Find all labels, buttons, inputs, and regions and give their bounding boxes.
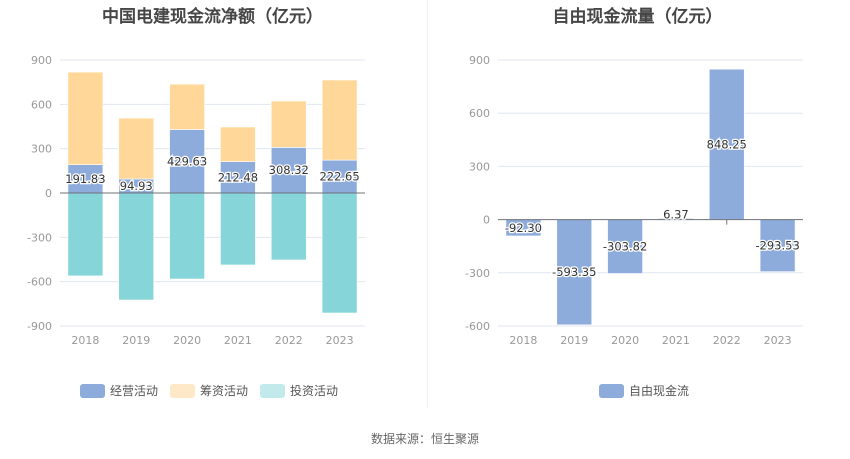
y-tick-label: -600	[27, 276, 52, 289]
legend-swatch-operating	[80, 383, 105, 398]
chart-divider	[427, 0, 428, 408]
x-tick-label: 2023	[764, 334, 792, 347]
bar-fcf-2023	[759, 219, 796, 272]
x-tick-label: 2022	[713, 334, 741, 347]
data-label: 308.32	[269, 163, 309, 177]
data-label: 429.63	[167, 154, 207, 168]
y-tick-label: 900	[469, 54, 490, 67]
bar-investing-2021	[220, 192, 256, 266]
x-tick-label: 2023	[326, 334, 354, 347]
bar-operating-2020	[169, 129, 205, 194]
data-label: 6.37	[663, 208, 689, 222]
y-tick-label: -600	[465, 320, 490, 333]
bar-operating-2018	[67, 164, 104, 194]
data-label: 212.48	[218, 170, 258, 184]
y-tick-label: 300	[31, 143, 52, 156]
x-tick-label: 2020	[173, 334, 201, 347]
left-chart-title: 中国电建现金流净额（亿元）	[102, 7, 323, 27]
bar-investing-2020	[169, 192, 205, 280]
x-tick-label: 2021	[224, 334, 252, 347]
x-tick-label: 2019	[560, 334, 588, 347]
data-label: 191.83	[65, 172, 105, 186]
legend-item-investing[interactable]: 投资活动	[260, 382, 338, 399]
legend-swatch-investing	[260, 383, 286, 398]
y-tick-label: 600	[31, 98, 52, 111]
legend-item-financing[interactable]: 筹资活动	[170, 382, 248, 399]
y-tick-label: -300	[465, 267, 490, 280]
bar-investing-2019	[118, 192, 155, 301]
right-chart-title: 自由现金流量（亿元）	[552, 7, 723, 27]
bar-fcf-2020	[607, 219, 643, 274]
bar-financing-2020	[169, 83, 205, 130]
legend-label-financing: 筹资活动	[200, 384, 249, 398]
data-label: 848.25	[707, 137, 747, 151]
legend-item-operating[interactable]: 经营活动	[80, 382, 158, 399]
data-label: -293.53	[755, 239, 799, 253]
x-tick-label: 2020	[611, 334, 639, 347]
x-tick-label: 2022	[275, 334, 303, 347]
legend-swatch-financing	[170, 383, 196, 398]
data-label: -92.30	[505, 221, 542, 235]
legend-swatch-fcf	[599, 383, 624, 398]
y-tick-label: 300	[469, 160, 490, 173]
bar-financing-2022	[270, 100, 307, 148]
x-tick-label: 2021	[662, 334, 690, 347]
data-label: -303.82	[603, 240, 647, 254]
y-tick-label: 600	[469, 107, 490, 120]
y-tick-label: 0	[45, 187, 52, 200]
y-tick-label: -300	[27, 231, 52, 244]
x-tick-label: 2018	[509, 334, 537, 347]
left-legend: 经营活动 筹资活动 投资活动	[80, 382, 350, 399]
legend-label-investing: 投资活动	[290, 384, 339, 398]
legend-label-operating: 经营活动	[110, 384, 159, 398]
bar-investing-2018	[67, 192, 104, 277]
x-tick-label: 2019	[122, 334, 150, 347]
bar-investing-2022	[270, 192, 307, 261]
legend-item-fcf[interactable]: 自由现金流	[599, 382, 689, 399]
bar-operating-2021	[220, 161, 256, 194]
bar-financing-2018	[67, 71, 104, 165]
y-tick-label: -900	[27, 320, 52, 333]
bar-financing-2019	[118, 117, 155, 180]
y-tick-label: 900	[31, 54, 52, 67]
right-legend: 自由现金流	[599, 382, 701, 399]
bar-fcf-2019	[556, 219, 593, 326]
data-label: -593.35	[552, 265, 596, 279]
legend-label-fcf: 自由现金流	[629, 384, 690, 398]
bar-fcf-2022	[708, 68, 745, 220]
bar-financing-2021	[220, 126, 256, 162]
y-tick-label: 0	[483, 214, 490, 227]
x-tick-label: 2018	[71, 334, 99, 347]
bar-financing-2023	[321, 79, 358, 161]
bar-investing-2023	[321, 192, 358, 314]
data-source-footer: 数据来源：恒生聚源	[370, 432, 479, 446]
data-label: 222.65	[319, 170, 359, 184]
data-label: 94.93	[120, 179, 153, 193]
